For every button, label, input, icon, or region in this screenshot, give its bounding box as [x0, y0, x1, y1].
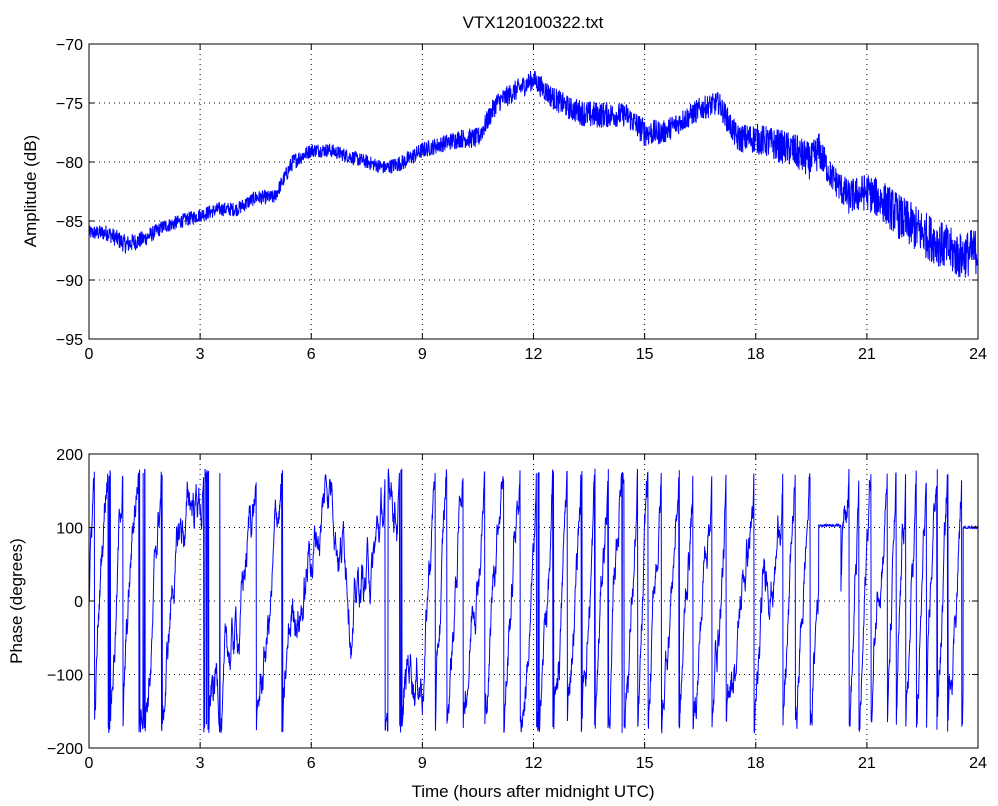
- amplitude-ylabel: Amplitude (dB): [21, 135, 40, 247]
- x-tick-label: 18: [747, 346, 765, 363]
- y-tick-label: −200: [47, 741, 83, 758]
- y-tick-label: 0: [74, 594, 83, 611]
- x-tick-label: 3: [196, 755, 205, 772]
- y-tick-label: −90: [56, 273, 83, 290]
- x-tick-label: 15: [636, 755, 654, 772]
- amplitude-series: [88, 70, 979, 278]
- x-tick-label: 6: [307, 346, 316, 363]
- amplitude-panel: VTX120100322.txt 0 3 6 9 12 15 18 21 24 −70 −75 −80…: [21, 13, 987, 363]
- amplitude-grid: [89, 44, 978, 339]
- y-tick-label: −85: [56, 214, 83, 231]
- phase-ylabel: Phase (degrees): [7, 538, 26, 664]
- y-tick-label: −95: [56, 332, 83, 349]
- x-tick-label: 9: [418, 346, 427, 363]
- x-tick-label: 9: [418, 755, 427, 772]
- y-tick-label: 200: [56, 447, 83, 464]
- x-tick-label: 3: [196, 346, 205, 363]
- phase-xlabel: Time (hours after midnight UTC): [411, 782, 654, 801]
- y-tick-label: 100: [56, 521, 83, 538]
- x-tick-label: 12: [525, 755, 543, 772]
- phase-ticks: 0 3 6 9 12 15 18 21 24 200 100 0 −100 −200: [47, 447, 987, 772]
- phase-panel: 0 3 6 9 12 15 18 21 24 200 100 0 −100 −200 Phase (deg…: [7, 447, 987, 801]
- x-tick-label: 21: [858, 346, 876, 363]
- x-tick-label: 15: [636, 346, 654, 363]
- x-tick-label: 0: [85, 346, 94, 363]
- x-tick-label: 6: [307, 755, 316, 772]
- y-tick-label: −75: [56, 96, 83, 113]
- phase-line: [88, 468, 979, 734]
- x-tick-label: 21: [858, 755, 876, 772]
- x-tick-label: 18: [747, 755, 765, 772]
- y-tick-label: −100: [47, 668, 83, 685]
- x-tick-label: 0: [85, 755, 94, 772]
- y-tick-label: −70: [56, 37, 83, 54]
- amplitude-line: [88, 70, 979, 278]
- x-tick-label: 24: [969, 755, 987, 772]
- x-tick-label: 24: [969, 346, 987, 363]
- amplitude-title: VTX120100322.txt: [463, 13, 604, 32]
- y-tick-label: −80: [56, 155, 83, 172]
- amplitude-ticks: 0 3 6 9 12 15 18 21 24 −70 −75 −80 −85 −90 −95: [56, 37, 987, 363]
- x-tick-label: 12: [525, 346, 543, 363]
- phase-series: [88, 468, 979, 734]
